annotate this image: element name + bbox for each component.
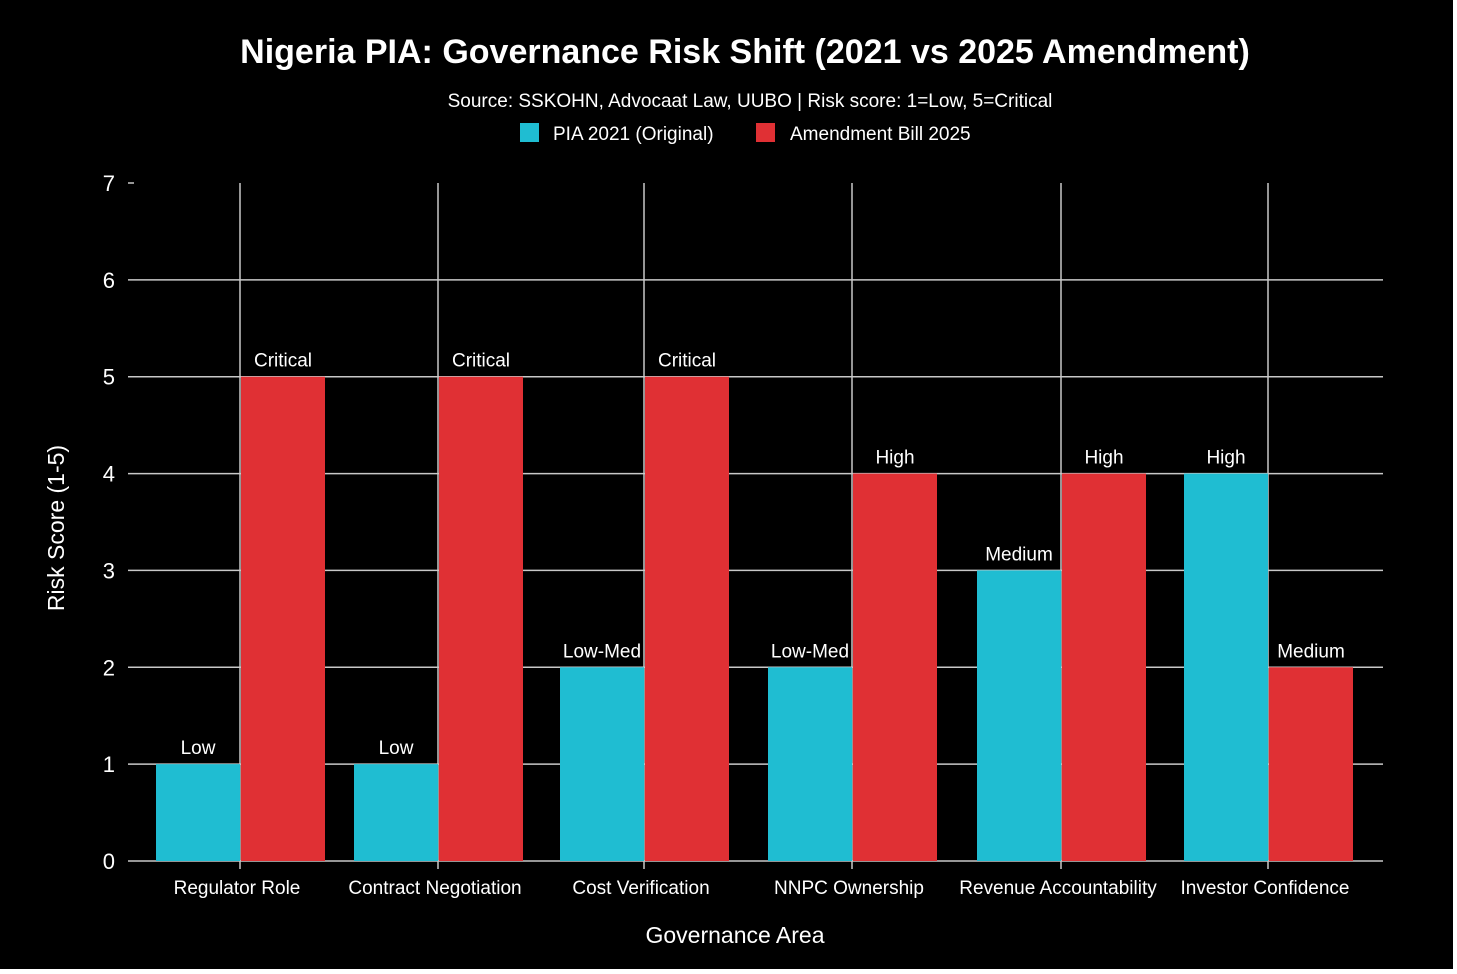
bar-pia-2021-2	[560, 667, 644, 861]
bar-value-label: High	[875, 448, 914, 469]
bar-value-label: Low-Med	[771, 641, 849, 662]
bar-amendment-2025-4	[1062, 473, 1146, 861]
legend-swatch-amendment-2025	[756, 123, 775, 142]
bar-data-labels: Low Low Low-Med Low-Med Medium High Critical Cr…	[181, 351, 1345, 759]
bar-pia-2021-5	[1184, 473, 1268, 861]
bar-pia-2021-4	[977, 570, 1061, 861]
legend-label-amendment-2025: Amendment Bill 2025	[790, 124, 971, 145]
bar-amendment-2025-2	[645, 376, 729, 861]
legend: PIA 2021 (Original) Amendment Bill 2025	[520, 123, 971, 145]
y-axis-ticks: 0 1 2 3 4 5 6 7	[103, 171, 115, 874]
y-tick-label: 0	[103, 849, 115, 874]
y-axis-label: Risk Score (1-5)	[43, 445, 69, 611]
horizontal-gridlines	[128, 182, 1383, 862]
y-tick-label: 2	[103, 655, 115, 680]
x-tick-label: NNPC Ownership	[774, 878, 924, 899]
x-tick-label: Revenue Accountability	[959, 878, 1157, 899]
y-tick-label: 6	[103, 268, 115, 293]
chart-subtitle: Source: SSKOHN, Advocaat Law, UUBO | Ris…	[448, 91, 1053, 112]
y-tick-label: 5	[103, 365, 115, 390]
y-tick-label: 7	[103, 171, 115, 196]
bar-value-label: Medium	[1277, 641, 1345, 662]
legend-swatch-pia-2021	[520, 123, 539, 142]
bars	[156, 376, 1353, 861]
bar-value-label: Medium	[985, 544, 1053, 565]
bar-amendment-2025-3	[853, 473, 937, 861]
legend-label-pia-2021: PIA 2021 (Original)	[553, 124, 714, 145]
bar-pia-2021-0	[156, 764, 240, 861]
bar-amendment-2025-1	[439, 376, 523, 861]
bar-pia-2021-3	[768, 667, 852, 861]
bar-value-label: Low-Med	[563, 641, 641, 662]
x-tick-label: Investor Confidence	[1181, 878, 1350, 899]
bar-value-label: Critical	[452, 351, 510, 372]
bar-value-label: Critical	[254, 351, 312, 372]
x-tick-label: Cost Verification	[572, 878, 709, 899]
bar-value-label: High	[1206, 448, 1245, 469]
chart-title: Nigeria PIA: Governance Risk Shift (2021…	[240, 33, 1250, 71]
bar-value-label: Critical	[658, 351, 716, 372]
y-tick-label: 3	[103, 558, 115, 583]
x-tick-label: Regulator Role	[174, 878, 301, 899]
y-tick-label: 1	[103, 752, 115, 777]
bar-value-label: High	[1084, 448, 1123, 469]
x-tick-label: Contract Negotiation	[348, 878, 521, 899]
y-tick-label: 4	[103, 462, 115, 487]
bar-value-label: Low	[379, 738, 414, 759]
x-axis-label: Governance Area	[645, 922, 824, 948]
bar-pia-2021-1	[354, 764, 438, 861]
bar-amendment-2025-0	[241, 376, 325, 861]
bar-value-label: Low	[181, 738, 216, 759]
x-axis-ticks: Regulator Role Contract Negotiation Cost V…	[174, 878, 1350, 899]
bar-amendment-2025-5	[1269, 667, 1353, 861]
